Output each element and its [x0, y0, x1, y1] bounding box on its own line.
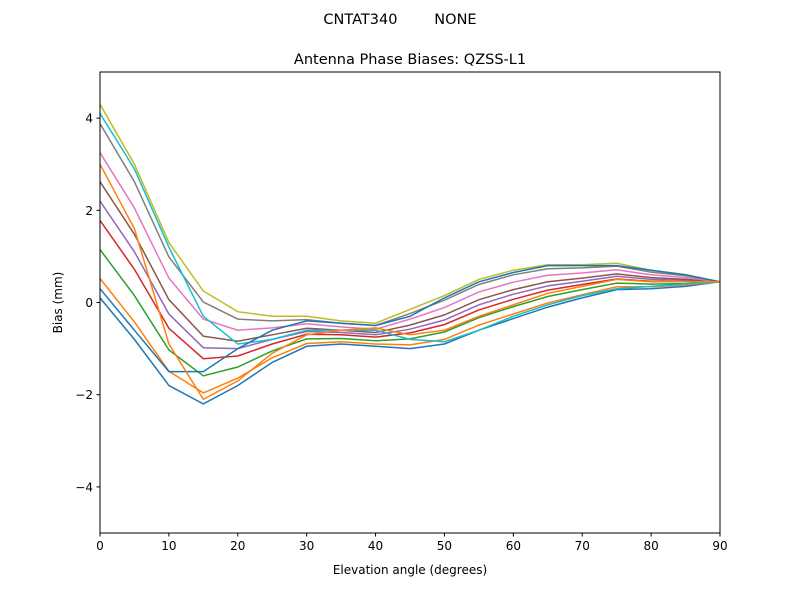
x-axis: 0 10 20 30 40 50 60 70 80 90	[96, 533, 728, 553]
x-tick-label: 20	[230, 539, 245, 553]
series-line-s11	[99, 264, 721, 373]
series-line-s6	[99, 181, 721, 342]
x-tick-label: 50	[437, 539, 452, 553]
x-tick-label: 70	[575, 539, 590, 553]
x-axis-label: Elevation angle (degrees)	[333, 563, 487, 577]
x-tick-label: 30	[299, 539, 314, 553]
y-tick-label: −2	[75, 388, 93, 402]
series-line-s10	[99, 113, 721, 345]
chart-suptitle: CNTAT340 NONE	[323, 12, 476, 28]
x-tick-label: 10	[161, 539, 176, 553]
x-tick-label: 0	[96, 539, 104, 553]
series-line-s12	[99, 163, 720, 401]
series-line-s7	[99, 152, 721, 331]
y-tick-label: 0	[85, 296, 93, 310]
y-tick-label: −4	[75, 480, 93, 494]
y-tick-label: 4	[85, 112, 93, 126]
plot-frame	[99, 71, 721, 534]
x-tick-label: 40	[368, 539, 383, 553]
series-line-s5	[99, 200, 721, 350]
series-lines	[99, 103, 721, 405]
series-line-s2	[99, 278, 721, 394]
x-tick-label: 90	[712, 539, 727, 553]
chart-title: Antenna Phase Biases: QZSS-L1	[294, 52, 526, 68]
y-axis-label: Bias (mm)	[51, 272, 65, 334]
series-line-s1	[99, 281, 721, 405]
x-tick-label: 80	[643, 539, 658, 553]
series-line-s9	[99, 103, 721, 324]
y-axis: −4 −2 0 2 4	[75, 112, 100, 494]
x-tick-label: 60	[506, 539, 521, 553]
y-tick-label: 2	[85, 204, 93, 218]
